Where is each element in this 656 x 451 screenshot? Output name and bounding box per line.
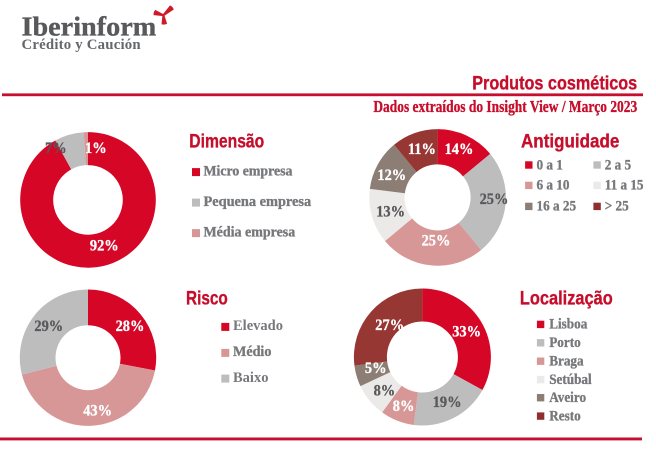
svg-text:Aveiro: Aveiro [549, 389, 586, 406]
svg-text:Micro empresa: Micro empresa [204, 163, 293, 179]
svg-text:8%: 8% [374, 383, 396, 400]
svg-text:Pequena empresa: Pequena empresa [204, 194, 312, 210]
svg-text:Iberinform: Iberinform [22, 12, 157, 43]
svg-text:11%: 11% [408, 141, 436, 158]
svg-text:8%: 8% [393, 398, 415, 415]
svg-text:Dimensão: Dimensão [189, 130, 264, 152]
svg-text:Braga: Braga [549, 353, 583, 370]
svg-text:1%: 1% [85, 140, 107, 157]
svg-text:> 25: > 25 [605, 198, 629, 215]
svg-text:Antiguidade: Antiguidade [521, 129, 619, 151]
svg-text:13%: 13% [376, 204, 405, 221]
svg-text:Baixo: Baixo [233, 370, 268, 386]
svg-text:Resto: Resto [549, 408, 580, 425]
svg-text:Crédito y Caución: Crédito y Caución [22, 37, 141, 53]
svg-text:33%: 33% [452, 324, 481, 341]
svg-text:19%: 19% [433, 395, 462, 412]
svg-text:0 a 1: 0 a 1 [537, 157, 563, 174]
svg-text:6 a 10: 6 a 10 [537, 177, 570, 194]
svg-text:Elevado: Elevado [233, 318, 283, 334]
svg-text:25%: 25% [422, 233, 451, 250]
svg-text:43%: 43% [83, 403, 112, 420]
svg-text:Localização: Localização [520, 287, 613, 309]
svg-text:Porto: Porto [549, 334, 580, 351]
svg-text:Média empresa: Média empresa [204, 224, 296, 240]
svg-text:25%: 25% [480, 192, 509, 209]
svg-text:5%: 5% [365, 361, 387, 378]
svg-text:92%: 92% [90, 238, 119, 255]
svg-text:12%: 12% [377, 168, 406, 185]
svg-text:11 a 15: 11 a 15 [605, 177, 644, 194]
svg-text:2 a 5: 2 a 5 [605, 157, 631, 174]
svg-text:28%: 28% [116, 319, 145, 336]
svg-text:Médio: Médio [233, 344, 271, 360]
svg-text:Dados extraídos do Insight Vie: Dados extraídos do Insight View / Março … [373, 97, 637, 116]
svg-text:16 a 25: 16 a 25 [537, 198, 577, 215]
svg-text:Produtos cosméticos: Produtos cosméticos [472, 72, 637, 94]
svg-text:27%: 27% [375, 318, 404, 335]
svg-text:Lisboa: Lisboa [549, 316, 587, 333]
svg-text:Risco: Risco [186, 287, 228, 309]
svg-text:29%: 29% [34, 319, 63, 336]
svg-text:7%: 7% [45, 140, 67, 157]
svg-text:14%: 14% [445, 141, 474, 158]
svg-text:Setúbal: Setúbal [549, 371, 592, 388]
